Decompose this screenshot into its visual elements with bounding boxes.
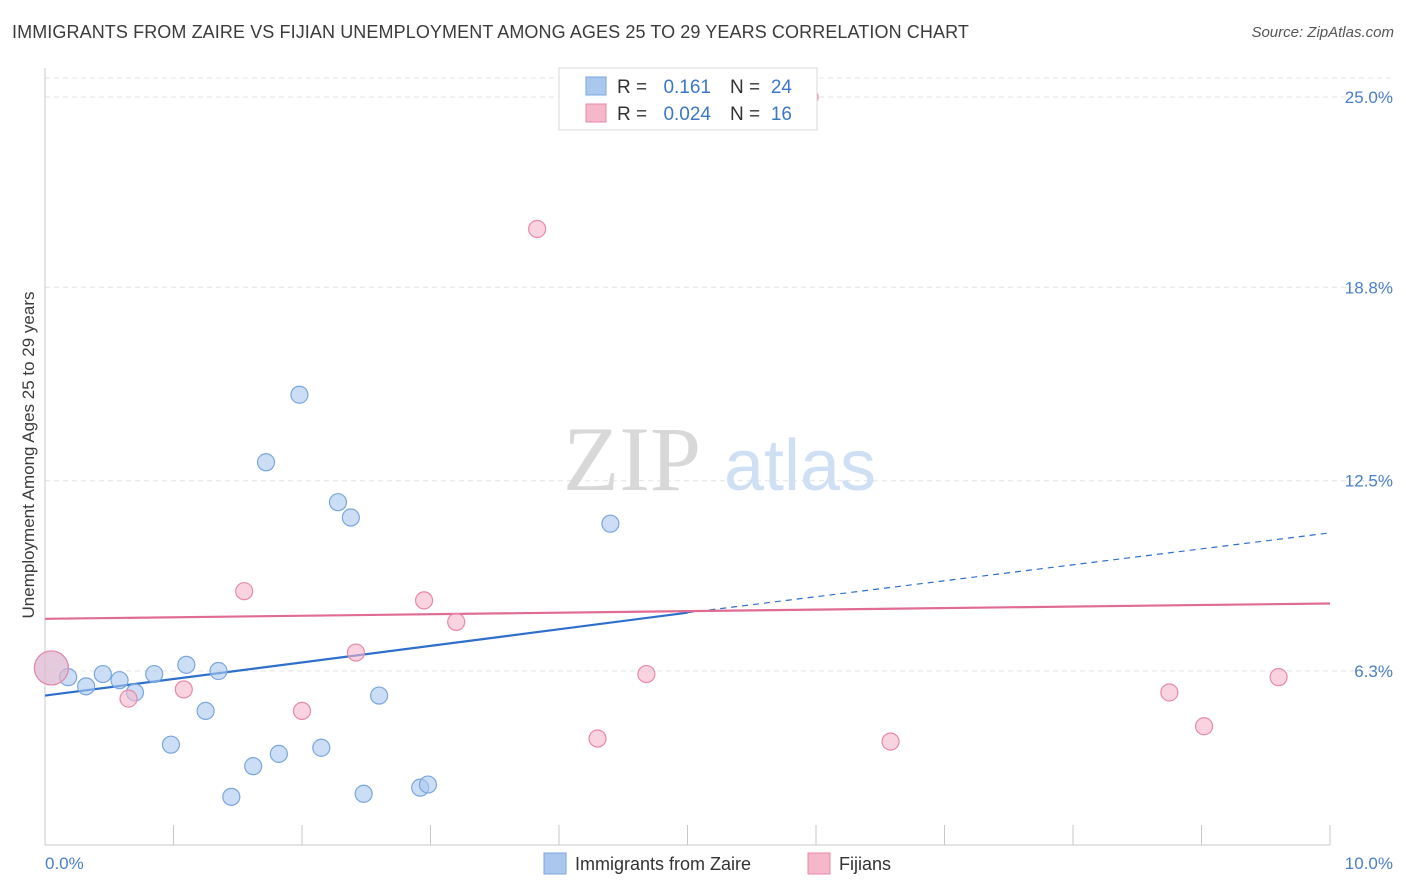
legend: R = 0.161 N = 24 R = 0.024 N = 16: [558, 67, 818, 131]
watermark-atlas: atlas: [724, 426, 876, 506]
legend-swatch-0: [585, 76, 607, 96]
point-s0-12: [244, 757, 263, 776]
point-s1-10: [637, 664, 656, 684]
trend-line-dashed-0: [687, 532, 1331, 614]
trend-line-0: [44, 611, 688, 697]
point-s0-14: [269, 744, 288, 763]
y-tick-label-1: 12.5%: [1345, 472, 1393, 491]
legend-n-value-0: 24: [771, 77, 793, 98]
legend-n-label-1: N =: [730, 104, 760, 125]
y-tick-label-3: 25.0%: [1345, 88, 1393, 107]
x-tick-label-max: 10.0%: [1345, 854, 1393, 873]
point-s1-7: [447, 612, 466, 631]
chart-source: Source: ZipAtlas.com: [1251, 24, 1394, 41]
point-s1-14: [1194, 717, 1214, 736]
bottom-legend-swatch-0: [543, 852, 567, 875]
grid-lines: [45, 77, 1392, 672]
legend-n-label-0: N =: [730, 77, 760, 98]
point-s1-8: [528, 219, 547, 239]
point-s0-3: [93, 664, 112, 684]
bottom-legend-label-1: Fijians: [839, 854, 891, 874]
point-s0-20: [370, 686, 389, 705]
point-s0-6: [145, 664, 164, 684]
point-s0-2: [77, 677, 96, 696]
point-s1-4: [292, 701, 312, 721]
point-s0-19: [354, 784, 373, 803]
watermark-zip: ZIP: [563, 408, 701, 510]
legend-swatch-1: [585, 103, 607, 123]
point-s0-17: [328, 493, 348, 512]
axes: [44, 68, 1331, 846]
point-s0-10: [209, 661, 228, 681]
legend-r-label-1: R =: [617, 104, 647, 125]
legend-r-label-0: R =: [617, 77, 647, 98]
legend-r-value-0: 0.161: [663, 77, 711, 98]
point-s1-5: [346, 643, 366, 662]
legend-r-value-1: 0.024: [663, 104, 711, 125]
point-s0-13: [256, 453, 276, 472]
watermark: ZIP atlas: [563, 408, 876, 510]
point-s1-2: [174, 680, 193, 699]
point-s1-0: [33, 650, 70, 686]
data-points: [33, 87, 1288, 806]
point-s0-8: [177, 655, 196, 674]
y-tick-label-0: 6.3%: [1354, 662, 1393, 681]
trend-line-1: [44, 602, 1331, 620]
point-s1-6: [414, 591, 434, 610]
legend-n-value-1: 16: [771, 104, 792, 125]
point-s0-15: [290, 385, 309, 404]
point-s0-7: [161, 735, 181, 754]
point-s0-23: [601, 514, 620, 533]
y-tick-labels: 6.3% 12.5% 18.8% 25.0%: [1345, 88, 1393, 681]
point-s1-13: [1160, 683, 1179, 702]
x-tick-labels: 0.0% 10.0%: [45, 854, 1393, 873]
point-s0-4: [110, 671, 129, 690]
point-s0-18: [341, 508, 360, 527]
point-s0-11: [222, 787, 241, 806]
point-s1-15: [1269, 668, 1288, 687]
bottom-legend-swatch-1: [807, 852, 831, 875]
point-s0-22: [418, 775, 438, 794]
bottom-legend-label-0: Immigrants from Zaire: [575, 854, 751, 874]
chart-title: IMMIGRANTS FROM ZAIRE VS FIJIAN UNEMPLOY…: [12, 22, 969, 42]
point-s1-3: [235, 582, 254, 601]
point-s1-9: [588, 729, 607, 748]
y-axis-label: Unemployment Among Ages 25 to 29 years: [19, 292, 38, 619]
y-tick-label-2: 18.8%: [1345, 278, 1393, 297]
point-s0-16: [312, 738, 331, 757]
point-s1-1: [119, 689, 138, 708]
bottom-legend: Immigrants from Zaire Fijians: [543, 852, 891, 875]
point-s1-12: [881, 732, 900, 751]
x-tick-label-min: 0.0%: [45, 854, 84, 873]
point-s0-9: [196, 701, 215, 721]
